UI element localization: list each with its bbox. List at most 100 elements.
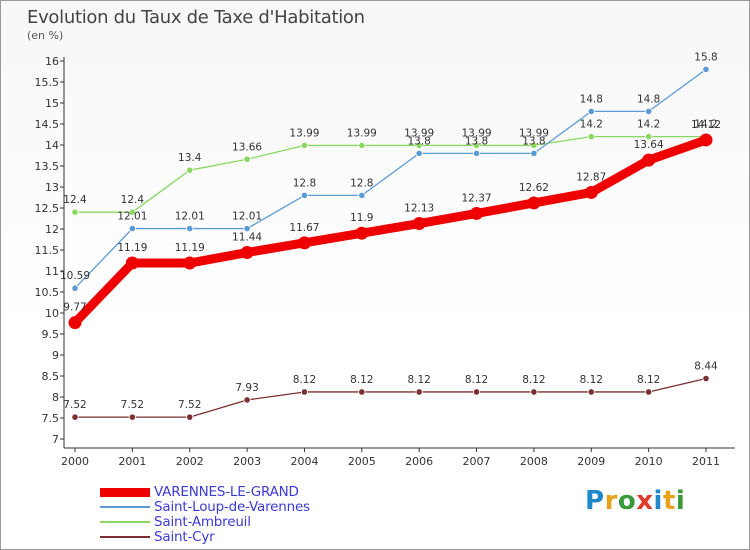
data-label: 13.8 xyxy=(522,135,545,147)
logo-letter: o xyxy=(617,486,637,516)
data-label: 8.44 xyxy=(694,361,718,373)
x-tick-label: 2002 xyxy=(176,455,204,468)
data-point xyxy=(584,185,598,199)
x-tick-label: 2004 xyxy=(290,455,318,468)
data-label: 13.99 xyxy=(347,127,377,139)
legend-swatch xyxy=(100,487,150,497)
x-tick-label: 2008 xyxy=(520,455,548,468)
data-point xyxy=(186,166,194,174)
legend-label: Saint-Loup-de-Varennes xyxy=(154,499,310,515)
data-label: 9.77 xyxy=(63,302,86,314)
data-label: 12.62 xyxy=(519,182,549,194)
logo-letter: r xyxy=(604,486,618,516)
x-tick-label: 2009 xyxy=(577,455,605,468)
data-label: 13.8 xyxy=(407,135,430,147)
legend-swatch xyxy=(100,521,150,523)
data-label: 14.8 xyxy=(637,93,660,105)
data-point xyxy=(240,246,254,260)
y-tick-label: 8.5 xyxy=(42,370,60,383)
data-label: 14.2 xyxy=(694,119,717,131)
y-tick-label: 16 xyxy=(45,55,59,68)
data-point xyxy=(300,141,309,150)
legend-swatch xyxy=(100,506,150,508)
data-label: 11.9 xyxy=(350,212,373,224)
data-point xyxy=(186,224,194,233)
data-point xyxy=(128,413,136,421)
data-point xyxy=(530,388,538,396)
y-tick-label: 13.5 xyxy=(35,160,60,173)
data-point xyxy=(699,133,713,147)
y-tick-label: 10.5 xyxy=(35,286,60,299)
legend-label: Saint-Ambreuil xyxy=(154,514,251,530)
data-label: 12.01 xyxy=(117,211,147,223)
data-label: 13.99 xyxy=(404,127,434,139)
data-label: 8.12 xyxy=(637,374,660,386)
data-label: 12.8 xyxy=(350,177,373,189)
data-label: 13.99 xyxy=(519,127,549,139)
data-point xyxy=(470,206,484,220)
logo-letter: i xyxy=(675,486,686,516)
data-label: 12.8 xyxy=(293,177,316,189)
data-label: 12.4 xyxy=(121,194,145,206)
x-tick-label: 2011 xyxy=(692,455,720,468)
legend-swatch xyxy=(100,536,150,538)
logo-letter: P xyxy=(585,486,605,516)
data-point xyxy=(702,374,710,383)
x-tick-label: 2006 xyxy=(405,455,433,468)
logo-letter: x xyxy=(636,486,654,516)
y-tick-label: 9.5 xyxy=(42,328,60,341)
y-tick-label: 13 xyxy=(45,181,59,194)
data-point xyxy=(642,153,656,167)
data-point xyxy=(358,191,366,199)
data-label: 7.52 xyxy=(63,399,86,411)
data-label: 12.4 xyxy=(63,194,87,206)
data-label: 14.2 xyxy=(580,119,603,131)
data-point xyxy=(645,133,653,141)
logo-letter: i xyxy=(653,486,663,516)
data-point xyxy=(186,413,194,421)
y-tick-label: 14.5 xyxy=(35,118,60,131)
data-point xyxy=(472,141,481,150)
data-label: 14.2 xyxy=(637,119,660,131)
y-tick-label: 7.5 xyxy=(42,412,60,425)
data-label: 13.66 xyxy=(232,141,262,153)
data-label: 8.12 xyxy=(522,374,545,386)
data-point xyxy=(71,413,79,421)
y-tick-label: 14 xyxy=(45,139,59,152)
data-label: 11.44 xyxy=(232,232,262,244)
data-point xyxy=(412,217,426,231)
data-label: 7.93 xyxy=(235,382,258,394)
data-label: 8.12 xyxy=(350,374,373,386)
data-label: 13.64 xyxy=(634,139,664,151)
y-tick-label: 15.5 xyxy=(35,76,60,89)
data-point xyxy=(297,236,311,250)
data-label: 10.59 xyxy=(60,270,90,282)
series-line-2 xyxy=(74,135,707,213)
data-point xyxy=(71,284,79,292)
legend-label: VARENNES-LE-GRAND xyxy=(154,484,299,500)
data-label: 12.01 xyxy=(232,211,262,223)
data-label: 12.37 xyxy=(462,192,492,204)
data-label: 8.12 xyxy=(293,374,316,386)
y-tick-label: 12.5 xyxy=(35,202,60,215)
data-label: 12.01 xyxy=(175,211,205,223)
y-tick-label: 9 xyxy=(52,349,59,362)
data-point xyxy=(300,388,309,396)
x-tick-label: 2010 xyxy=(635,455,663,468)
y-tick-label: 11 xyxy=(45,265,59,278)
legend-label: Saint-Cyr xyxy=(154,529,215,545)
data-point xyxy=(71,208,79,216)
data-point xyxy=(358,141,366,150)
data-point xyxy=(128,208,136,216)
data-point xyxy=(243,155,251,163)
data-label: 13.99 xyxy=(462,127,492,139)
data-point xyxy=(472,149,481,157)
data-point xyxy=(183,256,197,270)
data-label: 13.8 xyxy=(465,135,488,147)
data-label: 8.12 xyxy=(465,374,488,386)
series-line-0 xyxy=(70,135,711,328)
data-point xyxy=(530,149,538,157)
data-point xyxy=(587,107,595,116)
proxiti-logo: Proxiti xyxy=(585,486,685,516)
y-tick-label: 15 xyxy=(45,97,59,110)
